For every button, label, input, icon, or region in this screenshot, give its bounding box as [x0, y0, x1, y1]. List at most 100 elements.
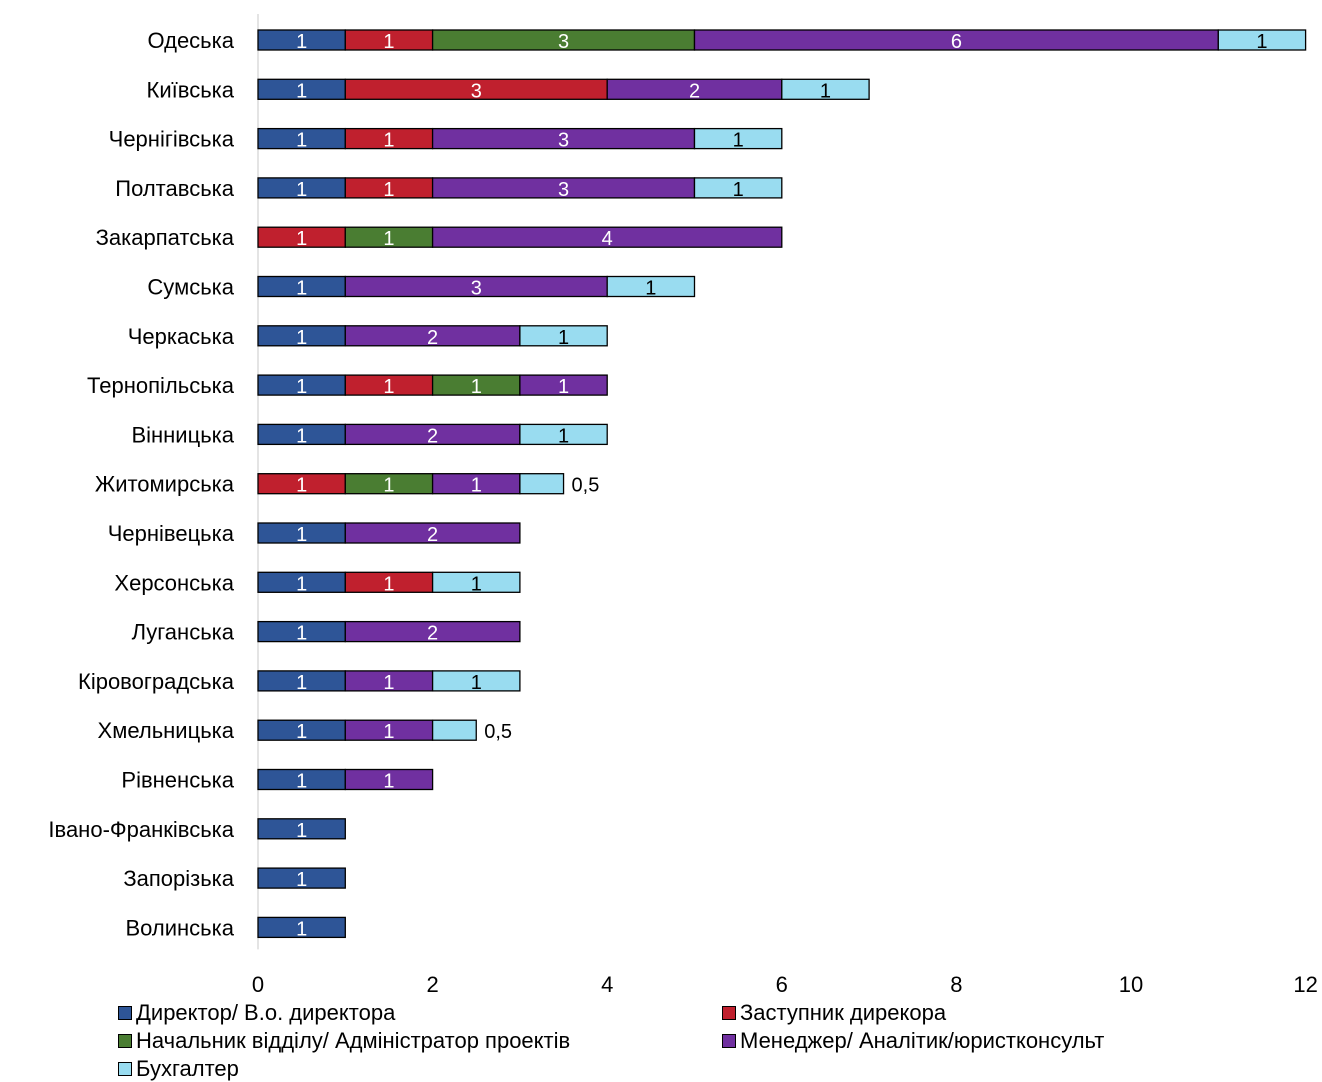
bar-segment	[519, 423, 608, 446]
data-label: 1	[645, 278, 656, 300]
data-label: 1	[383, 179, 394, 201]
data-label: 2	[427, 327, 438, 349]
bar-segment	[693, 127, 783, 150]
bar-segment	[606, 275, 696, 298]
bar-group: 1 1 3 6 1 1 3 2 1 1 1 3 1 1 1 3 1 1 1 4 1 3 1 1 2 1 1 1 1 1 1 2 1 1 1 1 0,5 1…	[257, 29, 1307, 940]
category-label: Кіровоградська	[78, 669, 235, 694]
bar-segment	[431, 571, 521, 593]
category-label: Волинська	[125, 915, 234, 940]
legend-swatch	[118, 1006, 132, 1020]
data-label: 1	[558, 425, 569, 447]
data-label: 0,5	[484, 721, 512, 743]
x-tick-label: 8	[950, 972, 962, 997]
category-label: Закарпатська	[96, 225, 235, 250]
x-tick-label: 10	[1119, 972, 1143, 997]
data-label: 1	[296, 771, 307, 793]
data-label: 1	[471, 376, 482, 398]
category-label: Полтавська	[115, 176, 234, 201]
data-label: 1	[296, 130, 307, 152]
legend-item: Менеджер/ Аналітик/юристконсульт	[722, 1028, 1104, 1054]
data-label: 1	[296, 820, 307, 842]
data-label: 1	[296, 228, 307, 250]
category-label: Херсонська	[114, 570, 234, 595]
data-label: 3	[558, 130, 569, 152]
x-tick-label: 6	[776, 972, 788, 997]
data-label: 1	[471, 672, 482, 694]
x-tick-label: 2	[426, 972, 438, 997]
bar-segment	[431, 226, 783, 248]
data-label: 1	[296, 524, 307, 546]
legend-item: Заступник дирекора	[722, 1000, 946, 1026]
data-label: 1	[471, 475, 482, 497]
data-label: 1	[296, 918, 307, 940]
bar-segment	[431, 670, 521, 692]
data-label: 3	[471, 278, 482, 300]
data-label: 1	[296, 573, 307, 595]
category-label: Луганська	[132, 620, 235, 645]
bar-segment	[344, 620, 521, 643]
data-label: 1	[383, 228, 394, 250]
bar-segment	[519, 325, 608, 347]
data-label: 1	[296, 425, 307, 447]
data-label: 1	[471, 573, 482, 595]
data-label: 2	[427, 524, 438, 546]
data-label: 1	[296, 475, 307, 497]
x-tick-label: 12	[1293, 972, 1317, 997]
data-label: 1	[383, 31, 394, 53]
data-label: 1	[820, 80, 831, 102]
category-label: Сумська	[147, 275, 234, 300]
legend-item: Бухгалтер	[118, 1056, 239, 1082]
data-label: 4	[602, 228, 613, 250]
data-label: 1	[383, 475, 394, 497]
data-label: 1	[296, 31, 307, 53]
data-label: 1	[733, 179, 744, 201]
bar-segment	[257, 818, 346, 840]
data-label: 1	[296, 376, 307, 398]
category-labels: Одеська Київська Чернігівська Полтавська Зак…	[48, 28, 234, 940]
data-label: 2	[427, 425, 438, 447]
x-tick-label: 0	[252, 972, 264, 997]
bar-segment	[344, 768, 434, 791]
data-label: 3	[558, 179, 569, 201]
bar-segment	[431, 719, 477, 741]
data-label: 3	[471, 80, 482, 102]
category-label: Одеська	[147, 28, 234, 53]
data-label: 1	[296, 672, 307, 694]
data-label: 1	[296, 278, 307, 300]
legend-label: Директор/ В.о. директора	[136, 1000, 396, 1025]
data-label: 1	[296, 80, 307, 102]
data-label: 6	[951, 31, 962, 53]
data-label: 1	[383, 771, 394, 793]
data-label: 1	[1256, 31, 1267, 53]
data-label: 2	[427, 623, 438, 645]
data-label: 1	[383, 573, 394, 595]
category-label: Рівненська	[121, 768, 234, 793]
data-label: 1	[383, 672, 394, 694]
data-label: 3	[558, 31, 569, 53]
data-label: 1	[296, 721, 307, 743]
data-label: 1	[296, 179, 307, 201]
bar-segment	[344, 522, 521, 544]
category-label: Черкаська	[128, 324, 235, 349]
category-label: Чернігівська	[109, 127, 235, 152]
category-label: Хмельницька	[98, 718, 235, 743]
data-label: 1	[383, 376, 394, 398]
legend-label: Менеджер/ Аналітик/юристконсульт	[740, 1028, 1105, 1053]
data-label: 0,5	[572, 475, 600, 497]
legend-swatch	[722, 1006, 736, 1020]
data-label: 1	[383, 721, 394, 743]
legend-swatch	[118, 1034, 132, 1048]
bar-segment	[693, 177, 783, 199]
category-label: Тернопільська	[87, 373, 235, 398]
data-label: 2	[689, 80, 700, 102]
data-label: 1	[558, 376, 569, 398]
legend-item: Начальник відділу/ Адміністратор проекті…	[118, 1028, 570, 1054]
x-tick-label: 4	[601, 972, 613, 997]
data-label: 1	[296, 623, 307, 645]
category-label: Київська	[147, 77, 235, 102]
data-label: 1	[383, 130, 394, 152]
bar-segment	[257, 867, 346, 889]
data-label: 1	[558, 327, 569, 349]
legend-swatch	[722, 1034, 736, 1048]
data-label: 1	[296, 869, 307, 891]
